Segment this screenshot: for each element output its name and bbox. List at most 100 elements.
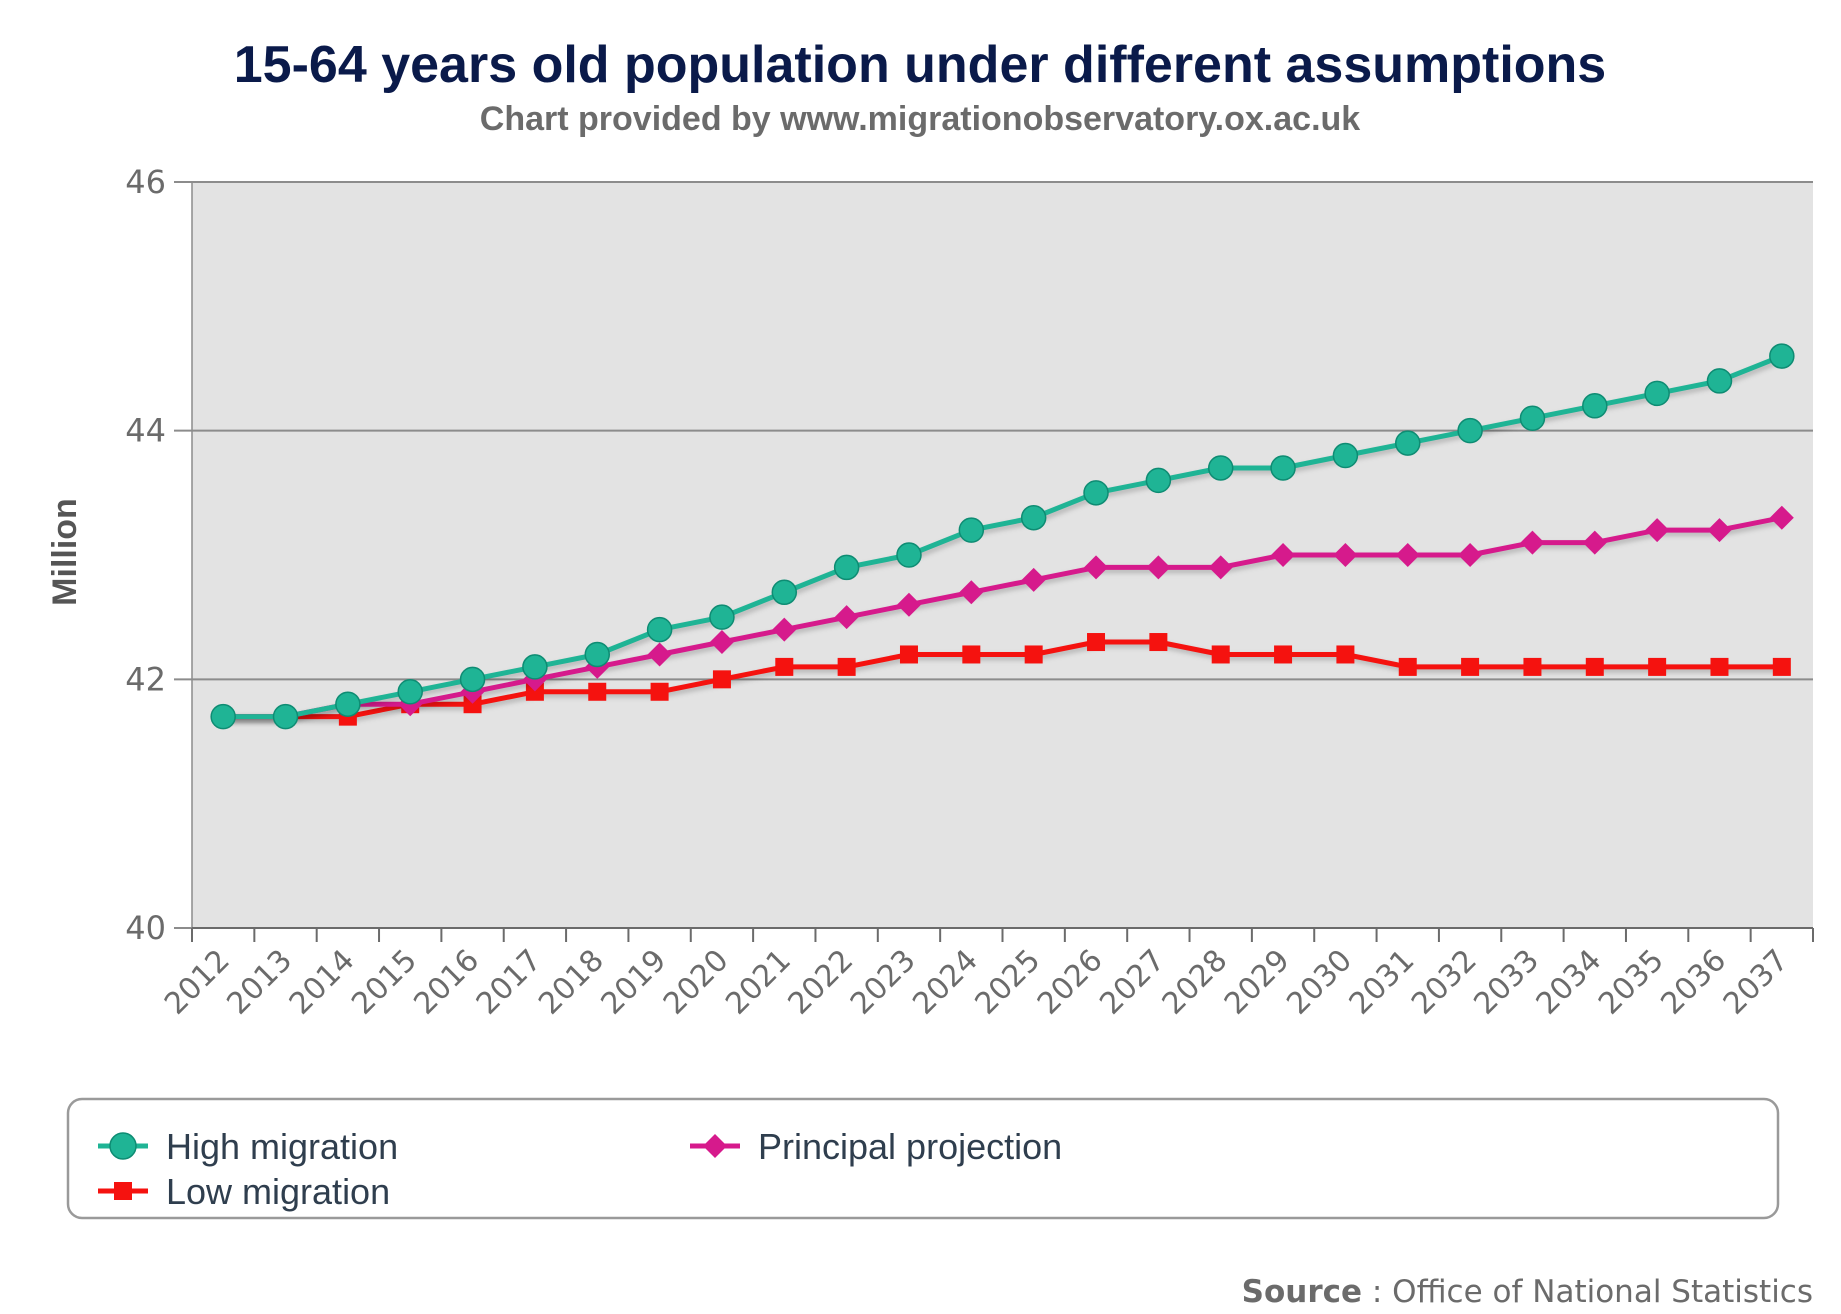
data-point [1582, 393, 1608, 419]
data-point [709, 604, 735, 630]
data-point [959, 580, 984, 605]
legend-item: Low migration [98, 1171, 390, 1212]
data-point [1333, 543, 1358, 567]
data-point [397, 679, 423, 705]
x-tick-label: 2031 [1343, 943, 1422, 1022]
data-point [1582, 530, 1607, 555]
data-point [833, 554, 860, 581]
data-point [709, 630, 734, 655]
data-point [1457, 417, 1483, 444]
legend-label: Low migration [166, 1171, 390, 1212]
data-point [1332, 442, 1359, 469]
data-point [1645, 518, 1670, 543]
data-point [588, 682, 607, 701]
x-tick-label: 2035 [1592, 943, 1671, 1022]
data-point [1461, 657, 1480, 676]
data-point [646, 616, 673, 643]
data-point [1271, 543, 1296, 567]
data-point [958, 517, 985, 543]
data-point [834, 605, 859, 630]
x-tick-label: 2014 [283, 943, 362, 1022]
x-tick-label: 2024 [906, 943, 985, 1022]
data-point [896, 592, 921, 617]
plot-area: 40 42 44 46 2012201320142015201620172018201… [125, 163, 1814, 1022]
data-point [772, 617, 797, 642]
y-tick-label: 44 [125, 412, 166, 450]
data-point [522, 654, 548, 680]
data-point [525, 682, 544, 701]
x-tick-label: 2015 [345, 943, 424, 1022]
data-point [1395, 543, 1420, 567]
x-tick-label: 2021 [719, 943, 798, 1022]
data-point [1149, 633, 1168, 652]
data-point [775, 657, 794, 676]
legend-label: High migration [166, 1126, 398, 1167]
data-point [1398, 657, 1417, 676]
x-tick-label: 2017 [470, 943, 549, 1022]
data-point [1083, 480, 1109, 506]
x-tick-label: 2013 [220, 943, 299, 1022]
source-text: : Office of National Statistics [1362, 1274, 1813, 1310]
data-point [837, 657, 856, 676]
x-axis: 2012201320142015201620172018201920202021… [158, 927, 1814, 1022]
x-tick-label: 2019 [595, 943, 674, 1022]
chart-subtitle: Chart provided by www.migrationobservato… [480, 100, 1361, 138]
x-tick-label: 2012 [158, 943, 237, 1022]
data-point [899, 645, 918, 664]
x-tick-label: 2022 [782, 943, 861, 1022]
data-point [650, 682, 669, 701]
legend-marker-circle [109, 1132, 137, 1160]
data-point [712, 670, 731, 689]
x-tick-label: 2018 [532, 943, 611, 1022]
data-point [1520, 530, 1545, 555]
data-point [1207, 455, 1234, 481]
x-tick-label: 2023 [844, 943, 923, 1022]
legend: High migration Principal projection Low mi… [66, 1097, 1780, 1220]
data-point [459, 666, 486, 693]
x-tick-label: 2034 [1530, 943, 1609, 1022]
data-point [1707, 518, 1732, 543]
y-axis: 40 42 44 46 [125, 163, 193, 947]
data-point [1084, 555, 1109, 580]
data-point [1145, 467, 1172, 494]
y-tick-label: 42 [125, 660, 166, 698]
data-point [1208, 555, 1233, 580]
chart-title: 15-64 years old population under differe… [234, 36, 1606, 94]
x-tick-label: 2033 [1467, 943, 1546, 1022]
series-line [223, 639, 1782, 720]
data-point [1087, 633, 1106, 652]
data-point [272, 703, 299, 730]
x-tick-label: 2026 [1031, 943, 1110, 1022]
y-tick-label: 40 [125, 909, 166, 947]
data-point [1270, 455, 1296, 481]
series-shadow [225, 517, 1785, 723]
data-point [1274, 645, 1293, 664]
legend-box [66, 1097, 1780, 1220]
x-tick-label: 2020 [657, 943, 736, 1022]
legend-label: Principal projection [758, 1126, 1062, 1167]
data-point [1519, 405, 1546, 431]
data-point [1021, 567, 1046, 592]
data-point [210, 703, 236, 730]
series-high-migration [210, 343, 1795, 730]
data-point [896, 542, 922, 568]
x-tick-label: 2029 [1218, 943, 1297, 1022]
data-point [1769, 343, 1795, 369]
data-point [1395, 430, 1421, 456]
x-tick-label: 2036 [1654, 943, 1733, 1022]
data-point [1211, 645, 1230, 664]
x-tick-label: 2028 [1156, 943, 1235, 1022]
x-tick-label: 2016 [407, 943, 486, 1022]
x-tick-label: 2037 [1717, 943, 1796, 1022]
y-tick-label: 46 [125, 163, 166, 201]
series-layer [210, 343, 1795, 730]
data-point [1020, 504, 1047, 531]
data-point [1772, 657, 1791, 676]
data-point [647, 642, 672, 667]
legend-marker-diamond [703, 1134, 727, 1158]
data-point [771, 579, 798, 606]
source-note: Source : Office of National Statistics [1242, 1274, 1813, 1310]
data-point [335, 691, 361, 717]
